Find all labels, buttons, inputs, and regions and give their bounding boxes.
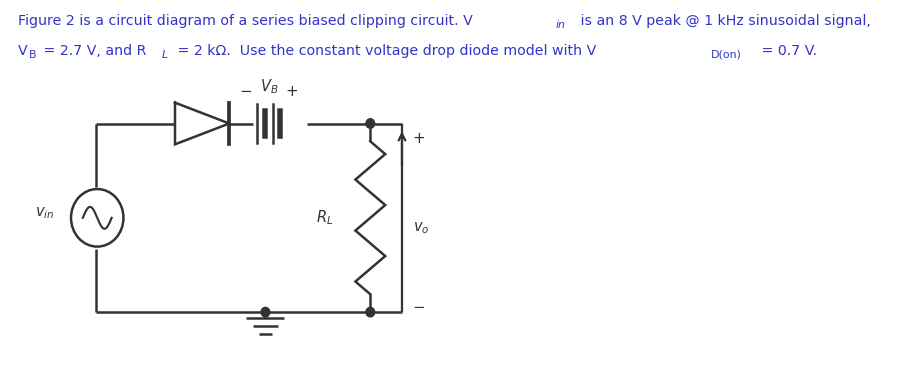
Text: D(on): D(on) xyxy=(711,50,742,60)
Text: $\mathit{v}_o$: $\mathit{v}_o$ xyxy=(413,220,429,236)
Text: $\mathit{V}_B$: $\mathit{V}_B$ xyxy=(259,77,278,96)
Text: = 0.7 V.: = 0.7 V. xyxy=(757,44,817,58)
Text: Figure 2 is a circuit diagram of a series biased clipping circuit. V: Figure 2 is a circuit diagram of a serie… xyxy=(17,14,473,28)
Text: +: + xyxy=(413,131,425,146)
Text: −: − xyxy=(413,300,425,315)
Text: $\mathit{R}_L$: $\mathit{R}_L$ xyxy=(316,208,333,227)
Text: $\mathit{v}_{in}$: $\mathit{v}_{in}$ xyxy=(34,205,54,221)
Text: = 2.7 V, and R: = 2.7 V, and R xyxy=(39,44,147,58)
Text: is an 8 V peak @ 1 kHz sinusoidal signal,: is an 8 V peak @ 1 kHz sinusoidal signal… xyxy=(576,14,871,28)
Text: L: L xyxy=(161,50,168,60)
Circle shape xyxy=(261,307,269,317)
Text: +: + xyxy=(286,84,298,99)
Text: −: − xyxy=(239,84,252,99)
Text: in: in xyxy=(555,20,565,30)
Text: B: B xyxy=(29,50,36,60)
Text: V: V xyxy=(17,44,27,58)
Text: = 2 kΩ.  Use the constant voltage drop diode model with V: = 2 kΩ. Use the constant voltage drop di… xyxy=(173,44,597,58)
Circle shape xyxy=(366,119,375,128)
Polygon shape xyxy=(175,103,229,144)
Circle shape xyxy=(366,307,375,317)
